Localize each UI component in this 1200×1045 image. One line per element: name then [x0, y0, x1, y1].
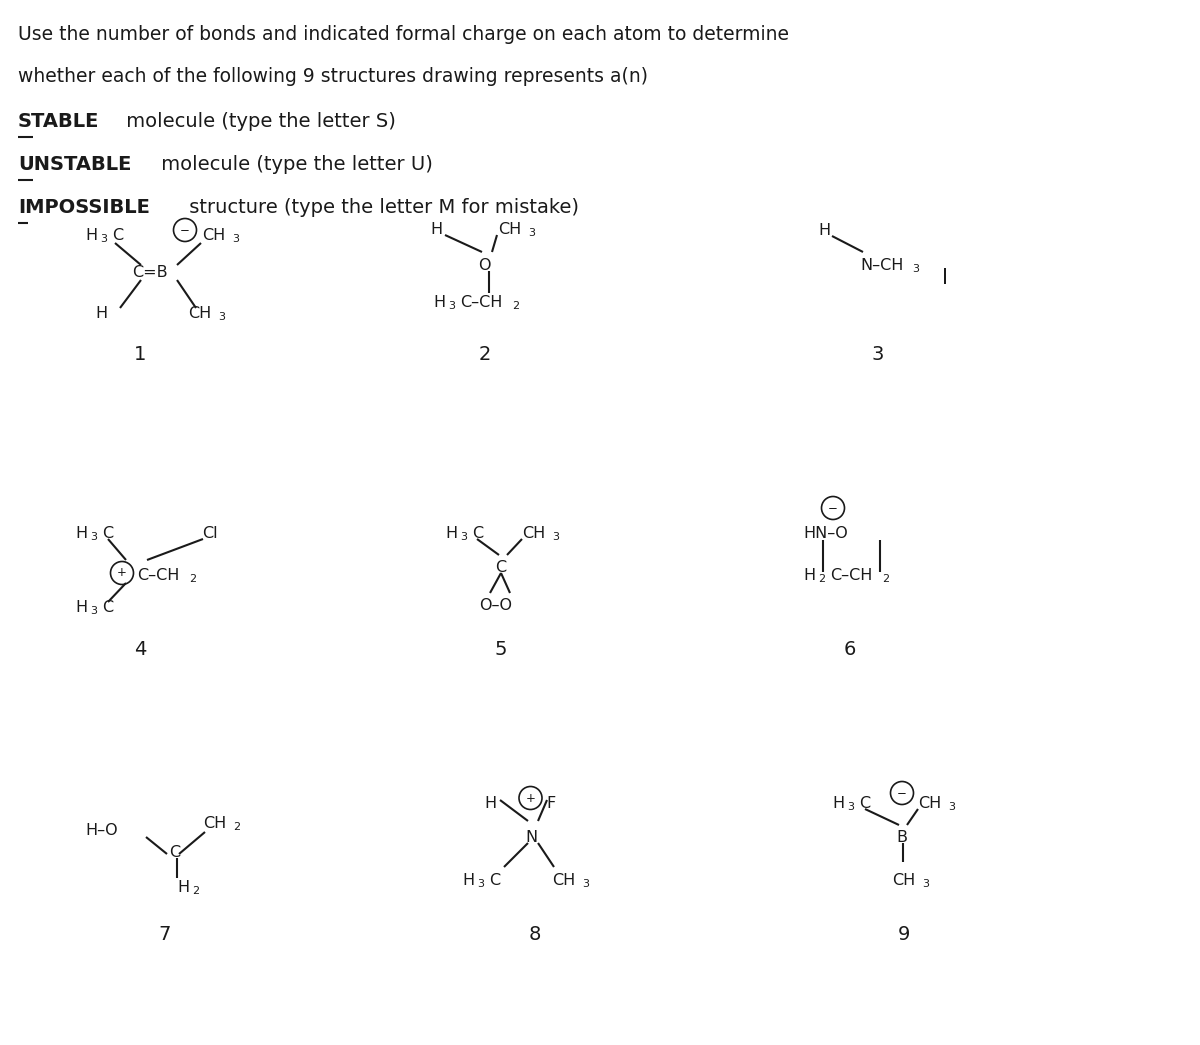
Text: 3: 3 — [449, 301, 456, 311]
Text: B: B — [896, 830, 907, 845]
Text: 2: 2 — [479, 345, 491, 364]
Text: 6: 6 — [844, 640, 856, 659]
Text: C: C — [102, 600, 113, 616]
Text: 2: 2 — [818, 574, 826, 584]
Text: 3: 3 — [582, 879, 589, 889]
Text: H: H — [85, 228, 97, 243]
Text: −: − — [898, 787, 907, 799]
Text: C: C — [490, 873, 500, 888]
Text: H: H — [74, 526, 88, 541]
Text: H: H — [178, 880, 190, 895]
Text: CH: CH — [188, 306, 211, 321]
Text: H: H — [803, 568, 815, 583]
Text: C=B: C=B — [132, 265, 168, 280]
Text: whether each of the following 9 structures drawing represents a(n): whether each of the following 9 structur… — [18, 67, 648, 86]
Text: CH: CH — [892, 873, 916, 888]
Text: CH: CH — [552, 873, 575, 888]
Text: 3: 3 — [948, 802, 955, 812]
Text: Use the number of bonds and indicated formal charge on each atom to determine: Use the number of bonds and indicated fo… — [18, 25, 790, 44]
Text: 3: 3 — [232, 234, 239, 243]
Text: C: C — [102, 526, 113, 541]
Text: 3: 3 — [552, 532, 559, 542]
Text: H–O: H–O — [85, 823, 118, 838]
Text: H: H — [95, 306, 107, 321]
Text: C–CH: C–CH — [137, 568, 179, 583]
Text: 3: 3 — [528, 228, 535, 238]
Text: C–CH: C–CH — [460, 295, 503, 310]
Text: CH: CH — [203, 816, 227, 831]
Text: 1: 1 — [134, 345, 146, 364]
Text: 9: 9 — [898, 925, 910, 944]
Text: +: + — [526, 791, 535, 805]
Text: 8: 8 — [529, 925, 541, 944]
Text: CH: CH — [918, 796, 941, 811]
Text: structure (type the letter M for mistake): structure (type the letter M for mistake… — [182, 198, 580, 217]
Text: C: C — [496, 560, 506, 575]
Text: HN–O: HN–O — [803, 526, 847, 541]
Text: Cl: Cl — [202, 526, 217, 541]
Text: 3: 3 — [922, 879, 929, 889]
Text: 3: 3 — [912, 264, 919, 274]
Text: IMPOSSIBLE: IMPOSSIBLE — [18, 198, 150, 217]
Text: molecule (type the letter U): molecule (type the letter U) — [155, 155, 433, 175]
Text: H: H — [462, 873, 474, 888]
Text: C: C — [112, 228, 124, 243]
Text: O: O — [479, 258, 491, 273]
Text: C: C — [472, 526, 484, 541]
Text: 7: 7 — [158, 925, 172, 944]
Text: 3: 3 — [218, 312, 226, 322]
Text: H: H — [484, 796, 496, 811]
Text: C: C — [859, 796, 870, 811]
Text: F: F — [546, 796, 556, 811]
Text: O–O: O–O — [479, 598, 512, 613]
Text: STABLE: STABLE — [18, 112, 100, 131]
Text: UNSTABLE: UNSTABLE — [18, 155, 131, 175]
Text: molecule (type the letter S): molecule (type the letter S) — [120, 112, 396, 131]
Text: N: N — [526, 830, 538, 845]
Text: H: H — [832, 796, 844, 811]
Text: C–CH: C–CH — [830, 568, 872, 583]
Text: H: H — [433, 295, 445, 310]
Text: 3: 3 — [90, 532, 97, 542]
Text: CH: CH — [202, 228, 226, 243]
Text: +: + — [118, 566, 127, 580]
Text: N–CH: N–CH — [860, 258, 904, 273]
Text: 3: 3 — [478, 879, 485, 889]
Text: H: H — [430, 222, 442, 237]
Text: 3: 3 — [90, 606, 97, 616]
Text: 3: 3 — [461, 532, 468, 542]
Text: 3: 3 — [872, 345, 884, 364]
Text: 2: 2 — [512, 301, 520, 311]
Text: 5: 5 — [494, 640, 508, 659]
Text: H: H — [818, 223, 830, 238]
Text: 3: 3 — [847, 802, 854, 812]
Text: 3: 3 — [101, 234, 108, 243]
Text: −: − — [180, 224, 190, 236]
Text: 4: 4 — [134, 640, 146, 659]
Text: 2: 2 — [882, 574, 889, 584]
Text: I: I — [942, 268, 948, 288]
Text: CH: CH — [498, 222, 521, 237]
Text: H: H — [445, 526, 457, 541]
Text: C: C — [169, 845, 180, 860]
Text: CH: CH — [522, 526, 545, 541]
Text: 2: 2 — [233, 822, 240, 832]
Text: 2: 2 — [190, 574, 196, 584]
Text: H: H — [74, 600, 88, 616]
Text: −: − — [828, 502, 838, 514]
Text: 2: 2 — [192, 886, 199, 896]
